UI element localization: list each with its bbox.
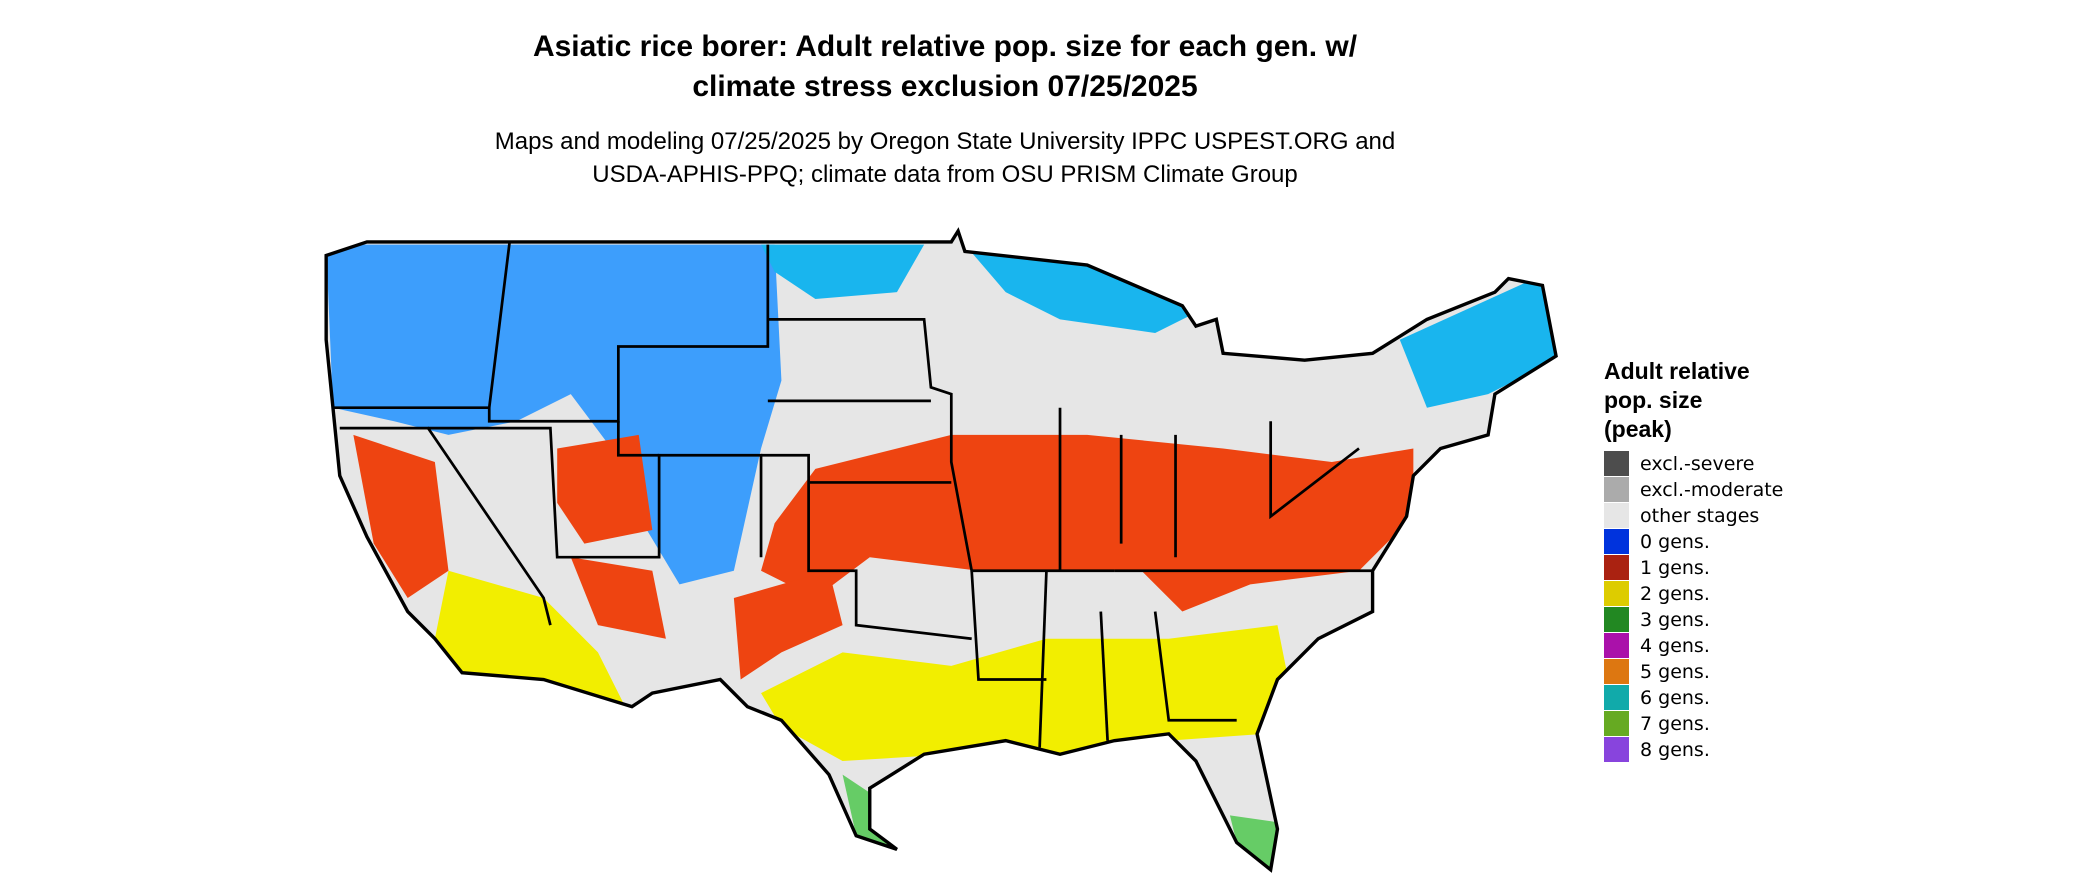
legend-title: (peak) bbox=[1604, 416, 1672, 442]
legend-swatch bbox=[1604, 607, 1629, 632]
header: Asiatic rice borer: Adult relative pop. … bbox=[495, 30, 1395, 188]
legend-label: excl.-moderate bbox=[1640, 479, 1783, 501]
title: Asiatic rice borer: Adult relative pop. … bbox=[533, 30, 1358, 63]
legend-title: pop. size bbox=[1604, 387, 1702, 413]
legend-label: 5 gens. bbox=[1640, 661, 1710, 683]
legend-swatch bbox=[1604, 711, 1629, 736]
legend-swatch bbox=[1604, 555, 1629, 580]
legend-label: 4 gens. bbox=[1640, 635, 1710, 657]
legend-label: 8 gens. bbox=[1640, 739, 1710, 761]
legend-swatch bbox=[1604, 685, 1629, 710]
legend-label: excl.-severe bbox=[1640, 453, 1755, 475]
legend-swatch bbox=[1604, 451, 1629, 476]
legend-title: Adult relative bbox=[1604, 358, 1750, 384]
legend-label: 3 gens. bbox=[1640, 609, 1710, 631]
legend-swatch bbox=[1604, 529, 1629, 554]
legend-label: 7 gens. bbox=[1640, 713, 1710, 735]
state-borders bbox=[332, 241, 1373, 748]
legend-swatch bbox=[1604, 581, 1629, 606]
subtitle: USDA-APHIS-PPQ; climate data from OSU PR… bbox=[592, 161, 1298, 188]
legend-label: other stages bbox=[1640, 505, 1759, 527]
us-map bbox=[324, 227, 1558, 873]
us-outline bbox=[324, 227, 1558, 873]
legend-label: 0 gens. bbox=[1640, 531, 1710, 553]
legend-swatch bbox=[1604, 659, 1629, 684]
legend-swatch bbox=[1604, 477, 1629, 502]
legend-label: 1 gens. bbox=[1640, 557, 1710, 579]
subtitle: Maps and modeling 07/25/2025 by Oregon S… bbox=[495, 128, 1395, 155]
legend-label: 2 gens. bbox=[1640, 583, 1710, 605]
legend: Adult relative pop. size (peak) excl.-sever… bbox=[1604, 358, 1783, 762]
legend-swatch bbox=[1604, 737, 1629, 762]
title: climate stress exclusion 07/25/2025 bbox=[692, 70, 1197, 103]
legend-label: 6 gens. bbox=[1640, 687, 1710, 709]
legend-swatch bbox=[1604, 633, 1629, 658]
legend-swatch bbox=[1604, 503, 1629, 528]
